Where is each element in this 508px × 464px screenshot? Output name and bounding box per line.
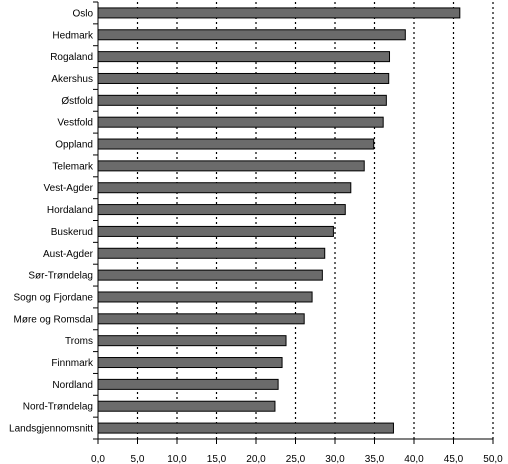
category-label: Finnmark bbox=[51, 358, 94, 369]
bar bbox=[97, 335, 287, 347]
bar bbox=[97, 400, 276, 412]
category-label: Sør-Trøndelag bbox=[28, 271, 93, 282]
bar bbox=[97, 247, 326, 259]
x-tick-label: 40,0 bbox=[404, 454, 424, 464]
bar bbox=[97, 357, 283, 369]
bar bbox=[97, 422, 394, 434]
x-tick-label: 20,0 bbox=[246, 454, 266, 464]
x-tick-label: 50,0 bbox=[483, 454, 503, 464]
bar bbox=[97, 225, 334, 237]
x-tick-label: 35,0 bbox=[365, 454, 385, 464]
bar bbox=[97, 138, 375, 150]
x-tick-label: 5,0 bbox=[131, 454, 145, 464]
bar bbox=[97, 182, 352, 194]
bar bbox=[97, 269, 323, 281]
category-label: Vest-Agder bbox=[44, 183, 94, 194]
category-label: Troms bbox=[65, 336, 93, 347]
bar bbox=[97, 72, 390, 84]
tick-labels: 0,0 5,0 10,0 15,0 20,0 25,0 30,0 35,0 40,0 45,0 50… bbox=[91, 454, 503, 464]
bar bbox=[97, 160, 365, 172]
axes bbox=[93, 1, 494, 444]
category-label: Vestfold bbox=[57, 118, 93, 129]
category-label: Rogaland bbox=[50, 52, 93, 63]
category-label: Sogn og Fjordane bbox=[13, 292, 93, 303]
bar bbox=[97, 291, 313, 303]
category-label: Akershus bbox=[51, 74, 93, 85]
bar bbox=[97, 29, 406, 41]
bar bbox=[97, 7, 461, 19]
category-label: Møre og Romsdal bbox=[14, 314, 93, 325]
bar bbox=[97, 116, 384, 128]
category-label: Buskerud bbox=[51, 227, 93, 238]
category-label: Nord-Trøndelag bbox=[23, 402, 93, 413]
x-tick-label: 0,0 bbox=[91, 454, 105, 464]
x-tick-label: 25,0 bbox=[286, 454, 306, 464]
x-tick-label: 15,0 bbox=[207, 454, 227, 464]
category-label: Telemark bbox=[52, 161, 94, 172]
category-label: Nordland bbox=[52, 380, 93, 391]
x-tick-label: 10,0 bbox=[167, 454, 187, 464]
category-label: Landsgjennomsnitt bbox=[9, 424, 93, 435]
bar bbox=[97, 378, 279, 390]
x-tick-label: 45,0 bbox=[444, 454, 464, 464]
bars bbox=[97, 7, 461, 434]
bar bbox=[97, 51, 391, 63]
bar bbox=[97, 204, 346, 216]
category-label: Hedmark bbox=[52, 30, 94, 41]
category-label: Østfold bbox=[61, 96, 93, 107]
bar bbox=[97, 94, 387, 106]
x-tick-label: 30,0 bbox=[325, 454, 345, 464]
category-label: Oslo bbox=[72, 8, 93, 19]
category-label: Oppland bbox=[55, 140, 93, 151]
category-labels: Oslo Hedmark Rogaland Akershus Østfold Vestfo… bbox=[9, 8, 94, 434]
bar bbox=[97, 313, 305, 325]
category-label: Hordaland bbox=[47, 205, 93, 216]
category-label: Aust-Agder bbox=[43, 249, 94, 260]
grid-lines bbox=[136, 2, 494, 439]
